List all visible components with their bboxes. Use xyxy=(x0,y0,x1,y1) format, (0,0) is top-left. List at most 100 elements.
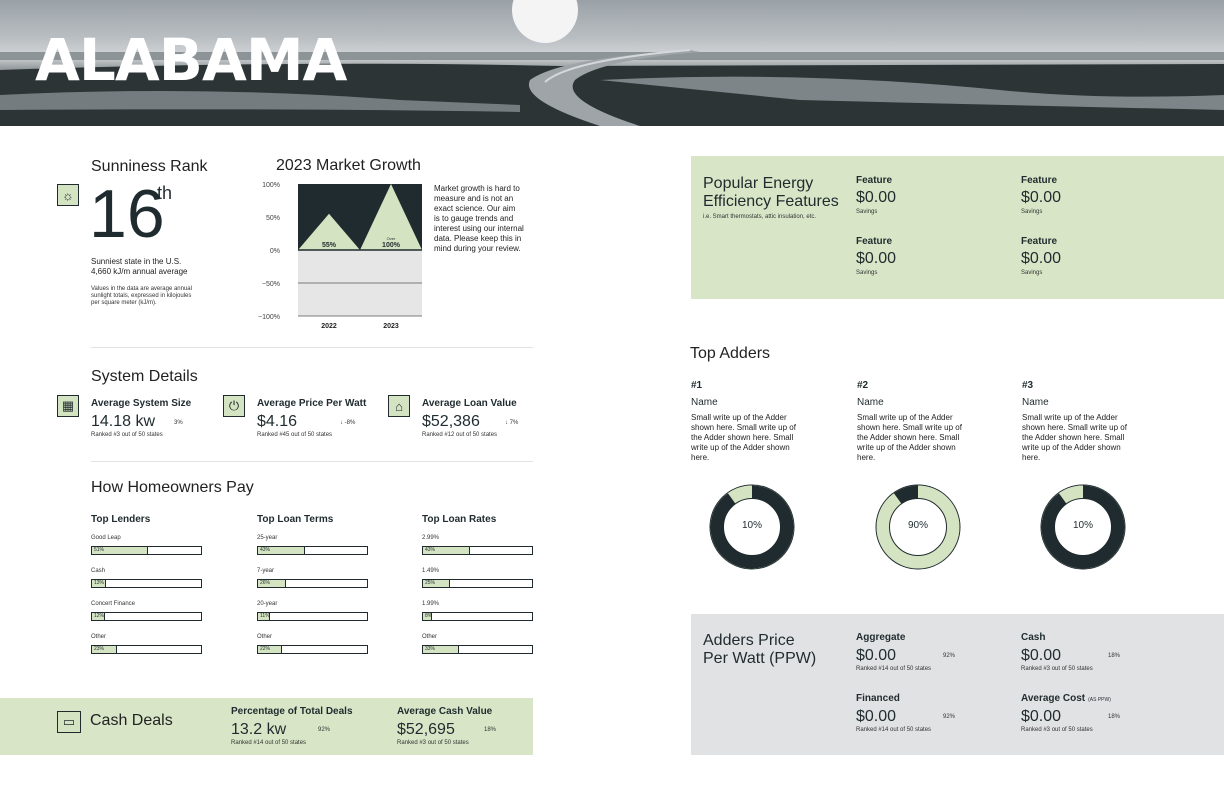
pay-progress-bar: 11% xyxy=(257,612,368,621)
ppw-label-text: Financed xyxy=(856,693,900,704)
pay-row-name: 1.49% xyxy=(422,568,440,574)
adder-description-line: Small write up of the Adder xyxy=(857,413,953,422)
system-stat-rank: Ranked #45 out of 50 states xyxy=(257,432,333,438)
donut-outline xyxy=(1040,484,1126,570)
pay-row-name: 2.99% xyxy=(422,535,440,541)
adder-description-line: here. xyxy=(691,453,710,462)
pay-row-name: Other xyxy=(422,634,438,640)
pay-progress-bar: 22% xyxy=(257,645,368,654)
ppw-label: Average Cost (AS PPW) xyxy=(1021,693,1111,704)
ppw-value: $0.00 xyxy=(1021,647,1062,664)
pay-progress-fill: 13% xyxy=(92,580,107,587)
adder-description-line: write up of the Adder shown xyxy=(857,443,956,452)
cash-stat-rank: Ranked #3 out of 50 states xyxy=(397,740,469,746)
pay-row-name: Good Leap xyxy=(91,535,121,541)
cash-stat-value: $52,695 xyxy=(397,721,455,738)
ppw-label-text: Aggregate xyxy=(856,632,906,643)
cash-icon: ▭ xyxy=(57,711,81,733)
pay-progress-bar: 12% xyxy=(91,612,202,621)
pay-column-title: Top Loan Terms xyxy=(257,514,334,525)
growth-mark-2023 xyxy=(360,184,422,250)
pay-row-name: Cash xyxy=(91,568,106,574)
ppw-change: 92% xyxy=(943,653,956,659)
donut-segment xyxy=(876,485,960,569)
pay-progress-bar: 13% xyxy=(91,579,202,588)
adder-name: Name xyxy=(691,397,718,408)
ppw-change: 18% xyxy=(1108,714,1121,720)
adder-donut-label: 10% xyxy=(1072,520,1093,531)
pay-progress-fill: 23% xyxy=(92,646,118,653)
system-details-title: System Details xyxy=(91,368,198,385)
adder-rank: #2 xyxy=(857,380,869,391)
cash-stat-change: 18% xyxy=(484,727,497,733)
pay-row-name: 7-year xyxy=(257,568,275,574)
pay-row-name: Concert Finance xyxy=(91,601,136,607)
sun-icon: ☼ xyxy=(57,184,79,206)
market-note: Market growth is hard to measure and is n… xyxy=(434,184,544,254)
pay-row-name: Other xyxy=(257,634,273,640)
sunniness-note: sunlight totals, expressed in kilojoules xyxy=(91,293,192,299)
adder-description-line: shown here. Small write up of xyxy=(691,423,796,432)
y-tick-label: 0% xyxy=(270,248,280,255)
system-stat-change: ↓ -8% xyxy=(340,420,356,426)
market-note-line: data. Please keep this in xyxy=(434,234,522,243)
ppw-value: $0.00 xyxy=(856,708,897,725)
pay-row-name: 1.99% xyxy=(422,601,440,607)
ppw-label: Financed xyxy=(856,693,900,704)
cash-stat-rank: Ranked #14 out of 50 states xyxy=(231,740,307,746)
ppw-value: $0.00 xyxy=(856,647,897,664)
pay-progress-bar: 43% xyxy=(257,546,368,555)
donut-segment xyxy=(1041,485,1125,569)
system-stat-rank: Ranked #12 out of 50 states xyxy=(422,432,498,438)
donut-segment xyxy=(710,485,794,569)
adder-name: Name xyxy=(1022,397,1049,408)
pay-progress-fill: 51% xyxy=(92,547,148,554)
ppw-label: Cash xyxy=(1021,632,1045,643)
hero-banner: ALABAMA xyxy=(0,0,1224,126)
ppw-rank: Ranked #3 out of 50 states xyxy=(1021,727,1093,733)
system-stat-change: 3% xyxy=(174,420,183,426)
page-title: ALABAMA xyxy=(35,26,347,94)
feature-sub: Savings xyxy=(856,209,878,215)
adder-rank: #1 xyxy=(691,380,703,391)
sunniness-rank: 16 xyxy=(89,176,165,252)
pay-progress-bar: 25% xyxy=(422,579,533,588)
feature-sub: Savings xyxy=(1021,209,1043,215)
cash-deals-panel xyxy=(0,698,533,755)
ppw-change: 18% xyxy=(1108,653,1121,659)
pay-progress-fill: 43% xyxy=(258,547,305,554)
ppw-rank: Ranked #14 out of 50 states xyxy=(856,727,932,733)
y-tick-label: 100% xyxy=(262,182,280,189)
system-stat-label: Average System Size xyxy=(91,398,192,409)
x-tick-label: 2023 xyxy=(383,323,399,330)
donut-hole xyxy=(1054,498,1112,556)
market-note-line: mind during your review. xyxy=(434,244,521,253)
divider xyxy=(91,461,533,462)
feature-label: Feature xyxy=(856,175,893,186)
ppw-rank: Ranked #14 out of 50 states xyxy=(856,666,932,672)
pay-progress-fill: 8% xyxy=(423,613,433,620)
feature-sub: Savings xyxy=(856,270,878,276)
ppw-rank: Ranked #3 out of 50 states xyxy=(1021,666,1093,672)
sunniness-note: Values in the data are average annual xyxy=(91,286,192,292)
cash-stat-label: Average Cash Value xyxy=(397,706,493,717)
feature-value: $0.00 xyxy=(1021,250,1062,267)
pay-progress-bar: 8% xyxy=(422,612,533,621)
cash-stat-label: Percentage of Total Deals xyxy=(231,706,353,717)
cash-stat-value: 13.2 kw xyxy=(231,721,287,738)
ppw-title: Adders Price xyxy=(703,632,795,649)
system-stat-change: ↓ 7% xyxy=(505,420,519,426)
pay-progress-fill: 26% xyxy=(258,580,287,587)
adder-description-line: Small write up of the Adder xyxy=(691,413,787,422)
adder-donut-chart xyxy=(1040,484,1126,570)
pay-progress-bar: 23% xyxy=(91,645,202,654)
top-adders-title: Top Adders xyxy=(690,345,771,362)
adder-description-line: write up of the Adder shown xyxy=(691,443,790,452)
pay-progress-fill: 33% xyxy=(423,646,459,653)
pay-column-title: Top Lenders xyxy=(91,514,151,525)
landscape-image xyxy=(0,0,1224,126)
data-label: 55% xyxy=(322,242,337,249)
ppw-change: 92% xyxy=(943,714,956,720)
pay-progress-bar: 33% xyxy=(422,645,533,654)
feature-value: $0.00 xyxy=(856,189,897,206)
